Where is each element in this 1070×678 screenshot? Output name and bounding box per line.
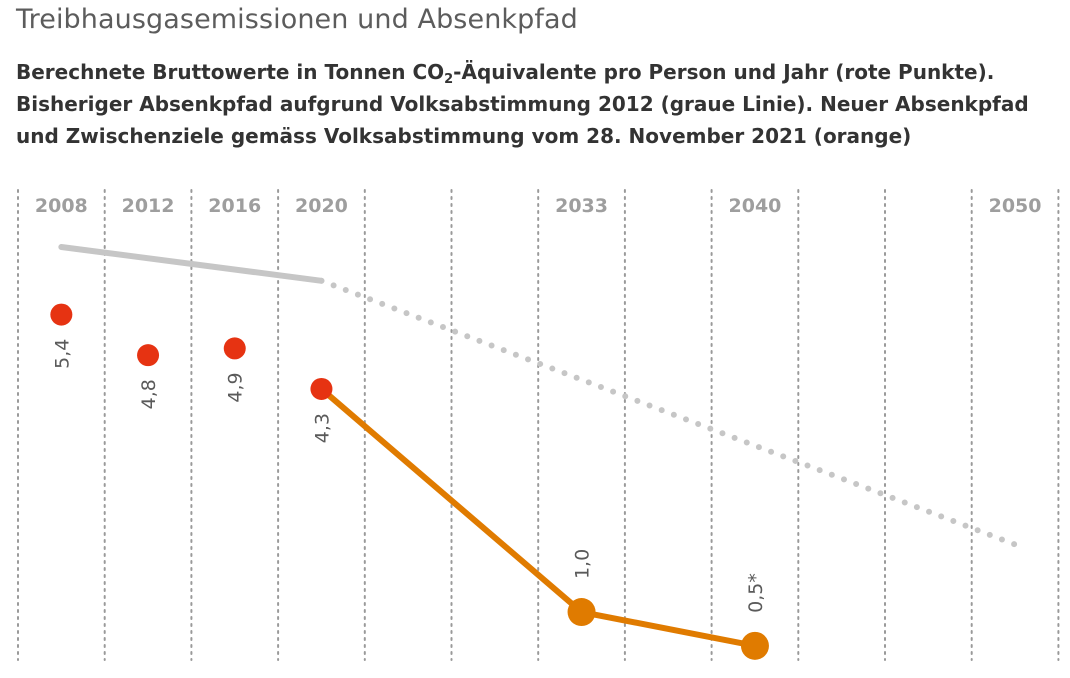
data-label-2040: 0,5* (745, 573, 767, 613)
series-line-1 (58, 244, 325, 284)
data-point-2033 (567, 598, 596, 627)
subtitle-subscript: 2 (444, 72, 454, 87)
subtitle-part2: -Äquivalente pro Person und Jahr (rote P… (453, 60, 995, 84)
x-tick-label-2033: 2033 (555, 195, 608, 217)
x-tick-label-2012: 2012 (122, 195, 175, 217)
data-point-2016 (223, 337, 246, 360)
x-tick-label-2020: 2020 (295, 195, 348, 217)
subtitle-line3: und Zwischenziele gemäss Volksabstimmung… (16, 124, 912, 148)
x-tick-label-2050: 2050 (989, 195, 1042, 217)
data-point-2020 (310, 377, 333, 400)
x-tick-label-2016: 2016 (208, 195, 261, 217)
chart-subtitle: Berechnete Bruttowerte in Tonnen CO2-Äqu… (16, 56, 1061, 152)
data-label-2020: 4,3 (311, 413, 333, 443)
data-label-2033: 1,0 (572, 549, 594, 579)
data-point-2008 (50, 303, 73, 326)
grid-lines (17, 189, 1060, 661)
chart-title: Treibhausgasemissionen und Absenkpfad (16, 4, 578, 35)
x-tick-label-2040: 2040 (729, 195, 782, 217)
data-point-2040 (740, 631, 769, 660)
subtitle-line2: Bisheriger Absenkpfad aufgrund Volksabst… (16, 92, 1029, 116)
data-points (50, 303, 769, 660)
data-label-2008: 5,4 (51, 339, 73, 369)
data-point-2012 (137, 344, 160, 367)
data-label-2012: 4,8 (138, 379, 160, 409)
data-label-2016: 4,9 (225, 372, 247, 402)
data-labels: 5,4 4,8 4,9 4,3 1,0 0,5* (51, 339, 767, 613)
series-lines (58, 244, 1019, 649)
series-line-2 (318, 277, 1019, 548)
subtitle-part1: Berechnete Bruttowerte in Tonnen CO (16, 60, 445, 84)
x-tick-label-2008: 2008 (35, 195, 88, 217)
x-axis-labels: 2008 2012 2016 2020 2033 2040 2050 (35, 195, 1042, 217)
